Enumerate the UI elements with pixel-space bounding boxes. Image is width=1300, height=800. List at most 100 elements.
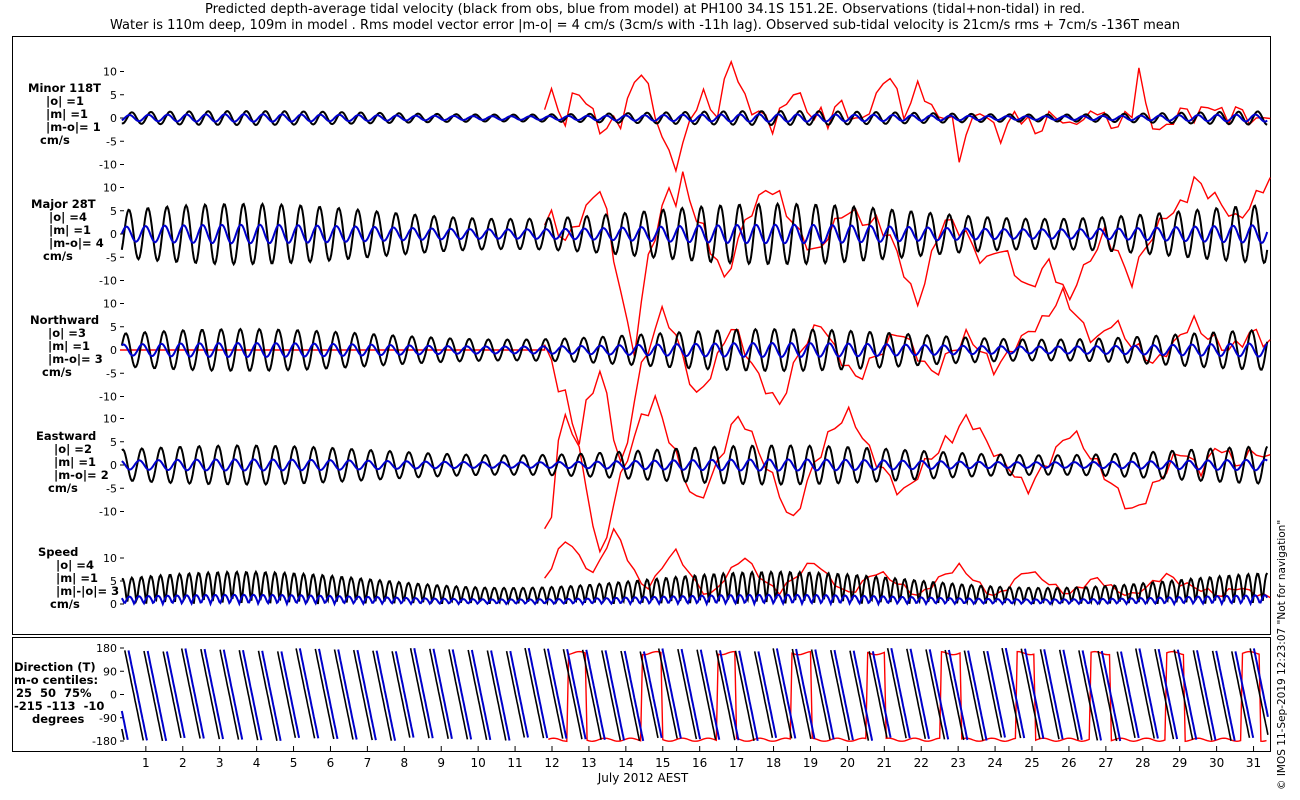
minor-ytick-3: -5 <box>106 135 117 148</box>
x-tick-label-4: 4 <box>253 756 261 770</box>
major-observations-line <box>543 171 1271 357</box>
eastward-label-line-3: |m-o|= 2 <box>54 468 109 482</box>
x-axis-label: July 2012 AEST <box>597 771 689 785</box>
direction-label-line-1: m-o centiles: <box>14 673 99 687</box>
direction-obs-tide-line <box>121 647 1269 742</box>
x-tick-label-1: 1 <box>142 756 150 770</box>
northward-ytick-1: 5 <box>110 321 117 334</box>
major-ytick-3: -5 <box>106 251 117 264</box>
northward-ytick-4: -10 <box>99 391 117 404</box>
speed-label-line-4: cm/s <box>50 597 80 611</box>
direction-model-tide-line <box>120 647 1269 742</box>
eastward-ytick-1: 5 <box>110 436 117 449</box>
x-tick-label-11: 11 <box>507 756 522 770</box>
x-tick-label-30: 30 <box>1209 756 1224 770</box>
direction-ytick-4: -180 <box>92 735 117 748</box>
eastward-ytick-3: -5 <box>106 482 117 495</box>
direction-label-line-2: 25 50 75% <box>16 686 92 700</box>
northward-label-line-3: |m-o|= 3 <box>48 352 103 366</box>
direction-ytick-2: 0 <box>110 689 117 702</box>
direction-ytick-0: 180 <box>96 642 117 655</box>
northward-label-line-0: Northward <box>30 313 100 327</box>
x-tick-label-3: 3 <box>216 756 224 770</box>
eastward-label-line-4: cm/s <box>48 481 78 495</box>
major-ytick-2: 0 <box>110 228 117 241</box>
northward-label-line-1: |o| =3 <box>48 326 86 340</box>
x-tick-label-25: 25 <box>1024 756 1039 770</box>
major-label-line-1: |o| =4 <box>49 210 87 224</box>
x-tick-label-8: 8 <box>400 756 408 770</box>
eastward-label-line-1: |o| =2 <box>54 442 92 456</box>
minor-label-line-4: cm/s <box>40 133 70 147</box>
eastward-label-line-2: |m| =1 <box>54 455 97 469</box>
x-tick-label-22: 22 <box>914 756 929 770</box>
direction-ytick-3: -90 <box>99 712 117 725</box>
major-ytick-1: 5 <box>110 205 117 218</box>
x-tick-label-21: 21 <box>877 756 892 770</box>
x-tick-label-27: 27 <box>1098 756 1113 770</box>
minor-observations-line <box>543 59 1271 174</box>
northward-ytick-2: 0 <box>110 344 117 357</box>
northward-obs-tide-line <box>120 327 1269 373</box>
eastward-label-line-0: Eastward <box>36 429 97 443</box>
x-tick-label-23: 23 <box>951 756 966 770</box>
direction-label-line-3: -215 -113 -10 <box>14 699 105 713</box>
minor-label-line-1: |o| =1 <box>46 94 84 108</box>
major-ytick-4: -10 <box>99 275 117 288</box>
x-tick-label-9: 9 <box>437 756 445 770</box>
upper-panel-frame <box>12 36 1271 635</box>
major-obs-tide-line <box>120 201 1269 267</box>
speed-ytick-1: 5 <box>110 575 117 588</box>
minor-model-tide-line <box>121 113 1268 123</box>
eastward-model-tide-line <box>121 458 1268 472</box>
direction-panel-frame <box>12 637 1271 752</box>
x-tick-label-19: 19 <box>803 756 818 770</box>
minor-label-line-2: |m| =1 <box>46 107 89 121</box>
minor-ytick-0: 10 <box>103 66 117 79</box>
northward-ytick-3: -5 <box>106 367 117 380</box>
chart-title-line-1: Predicted depth-average tidal velocity (… <box>205 2 1085 17</box>
x-tick-label-29: 29 <box>1172 756 1187 770</box>
x-tick-label-7: 7 <box>364 756 372 770</box>
speed-ytick-2: 0 <box>110 598 117 611</box>
northward-model-tide-line <box>121 341 1268 358</box>
major-model-tide-line <box>120 223 1269 245</box>
speed-label-line-3: |m|-|o|= 3 <box>56 584 120 598</box>
speed-ytick-0: 10 <box>103 552 117 565</box>
direction-label-line-4: degrees <box>32 712 85 726</box>
x-tick-label-31: 31 <box>1246 756 1261 770</box>
x-tick-label-26: 26 <box>1061 756 1076 770</box>
northward-ytick-0: 10 <box>103 298 117 311</box>
x-tick-label-24: 24 <box>987 756 1002 770</box>
major-label-line-2: |m| =1 <box>49 223 92 237</box>
x-tick-label-14: 14 <box>618 756 633 770</box>
eastward-ytick-0: 10 <box>103 413 117 426</box>
minor-ytick-1: 5 <box>110 89 117 102</box>
x-tick-label-20: 20 <box>840 756 855 770</box>
northward-observations-line <box>120 286 1271 464</box>
minor-label-line-0: Minor 118T <box>28 81 101 95</box>
eastward-ytick-4: -10 <box>99 506 117 519</box>
northward-label-line-4: cm/s <box>42 365 72 379</box>
speed-label-line-1: |o| =4 <box>56 558 94 572</box>
speed-obs-tide-line <box>121 569 1269 607</box>
x-tick-label-12: 12 <box>544 756 559 770</box>
major-label-line-3: |m-o|= 4 <box>49 236 104 250</box>
x-tick-label-13: 13 <box>581 756 596 770</box>
x-tick-label-15: 15 <box>655 756 670 770</box>
speed-label-line-2: |m| =1 <box>56 571 99 585</box>
speed-label-line-0: Speed <box>38 545 79 559</box>
minor-ytick-4: -10 <box>99 159 117 172</box>
x-tick-label-2: 2 <box>179 756 187 770</box>
credit-text: © IMOS 11-Sep-2019 12:23:07 "Not for nav… <box>1276 519 1288 790</box>
direction-observations-line <box>548 650 1267 743</box>
major-label-line-0: Major 28T <box>31 197 96 211</box>
eastward-ytick-2: 0 <box>110 459 117 472</box>
x-tick-label-17: 17 <box>729 756 744 770</box>
x-tick-label-16: 16 <box>692 756 707 770</box>
x-tick-label-18: 18 <box>766 756 781 770</box>
direction-label-line-0: Direction (T) <box>14 660 96 674</box>
minor-ytick-2: 0 <box>110 112 117 125</box>
major-label-line-4: cm/s <box>43 249 73 263</box>
